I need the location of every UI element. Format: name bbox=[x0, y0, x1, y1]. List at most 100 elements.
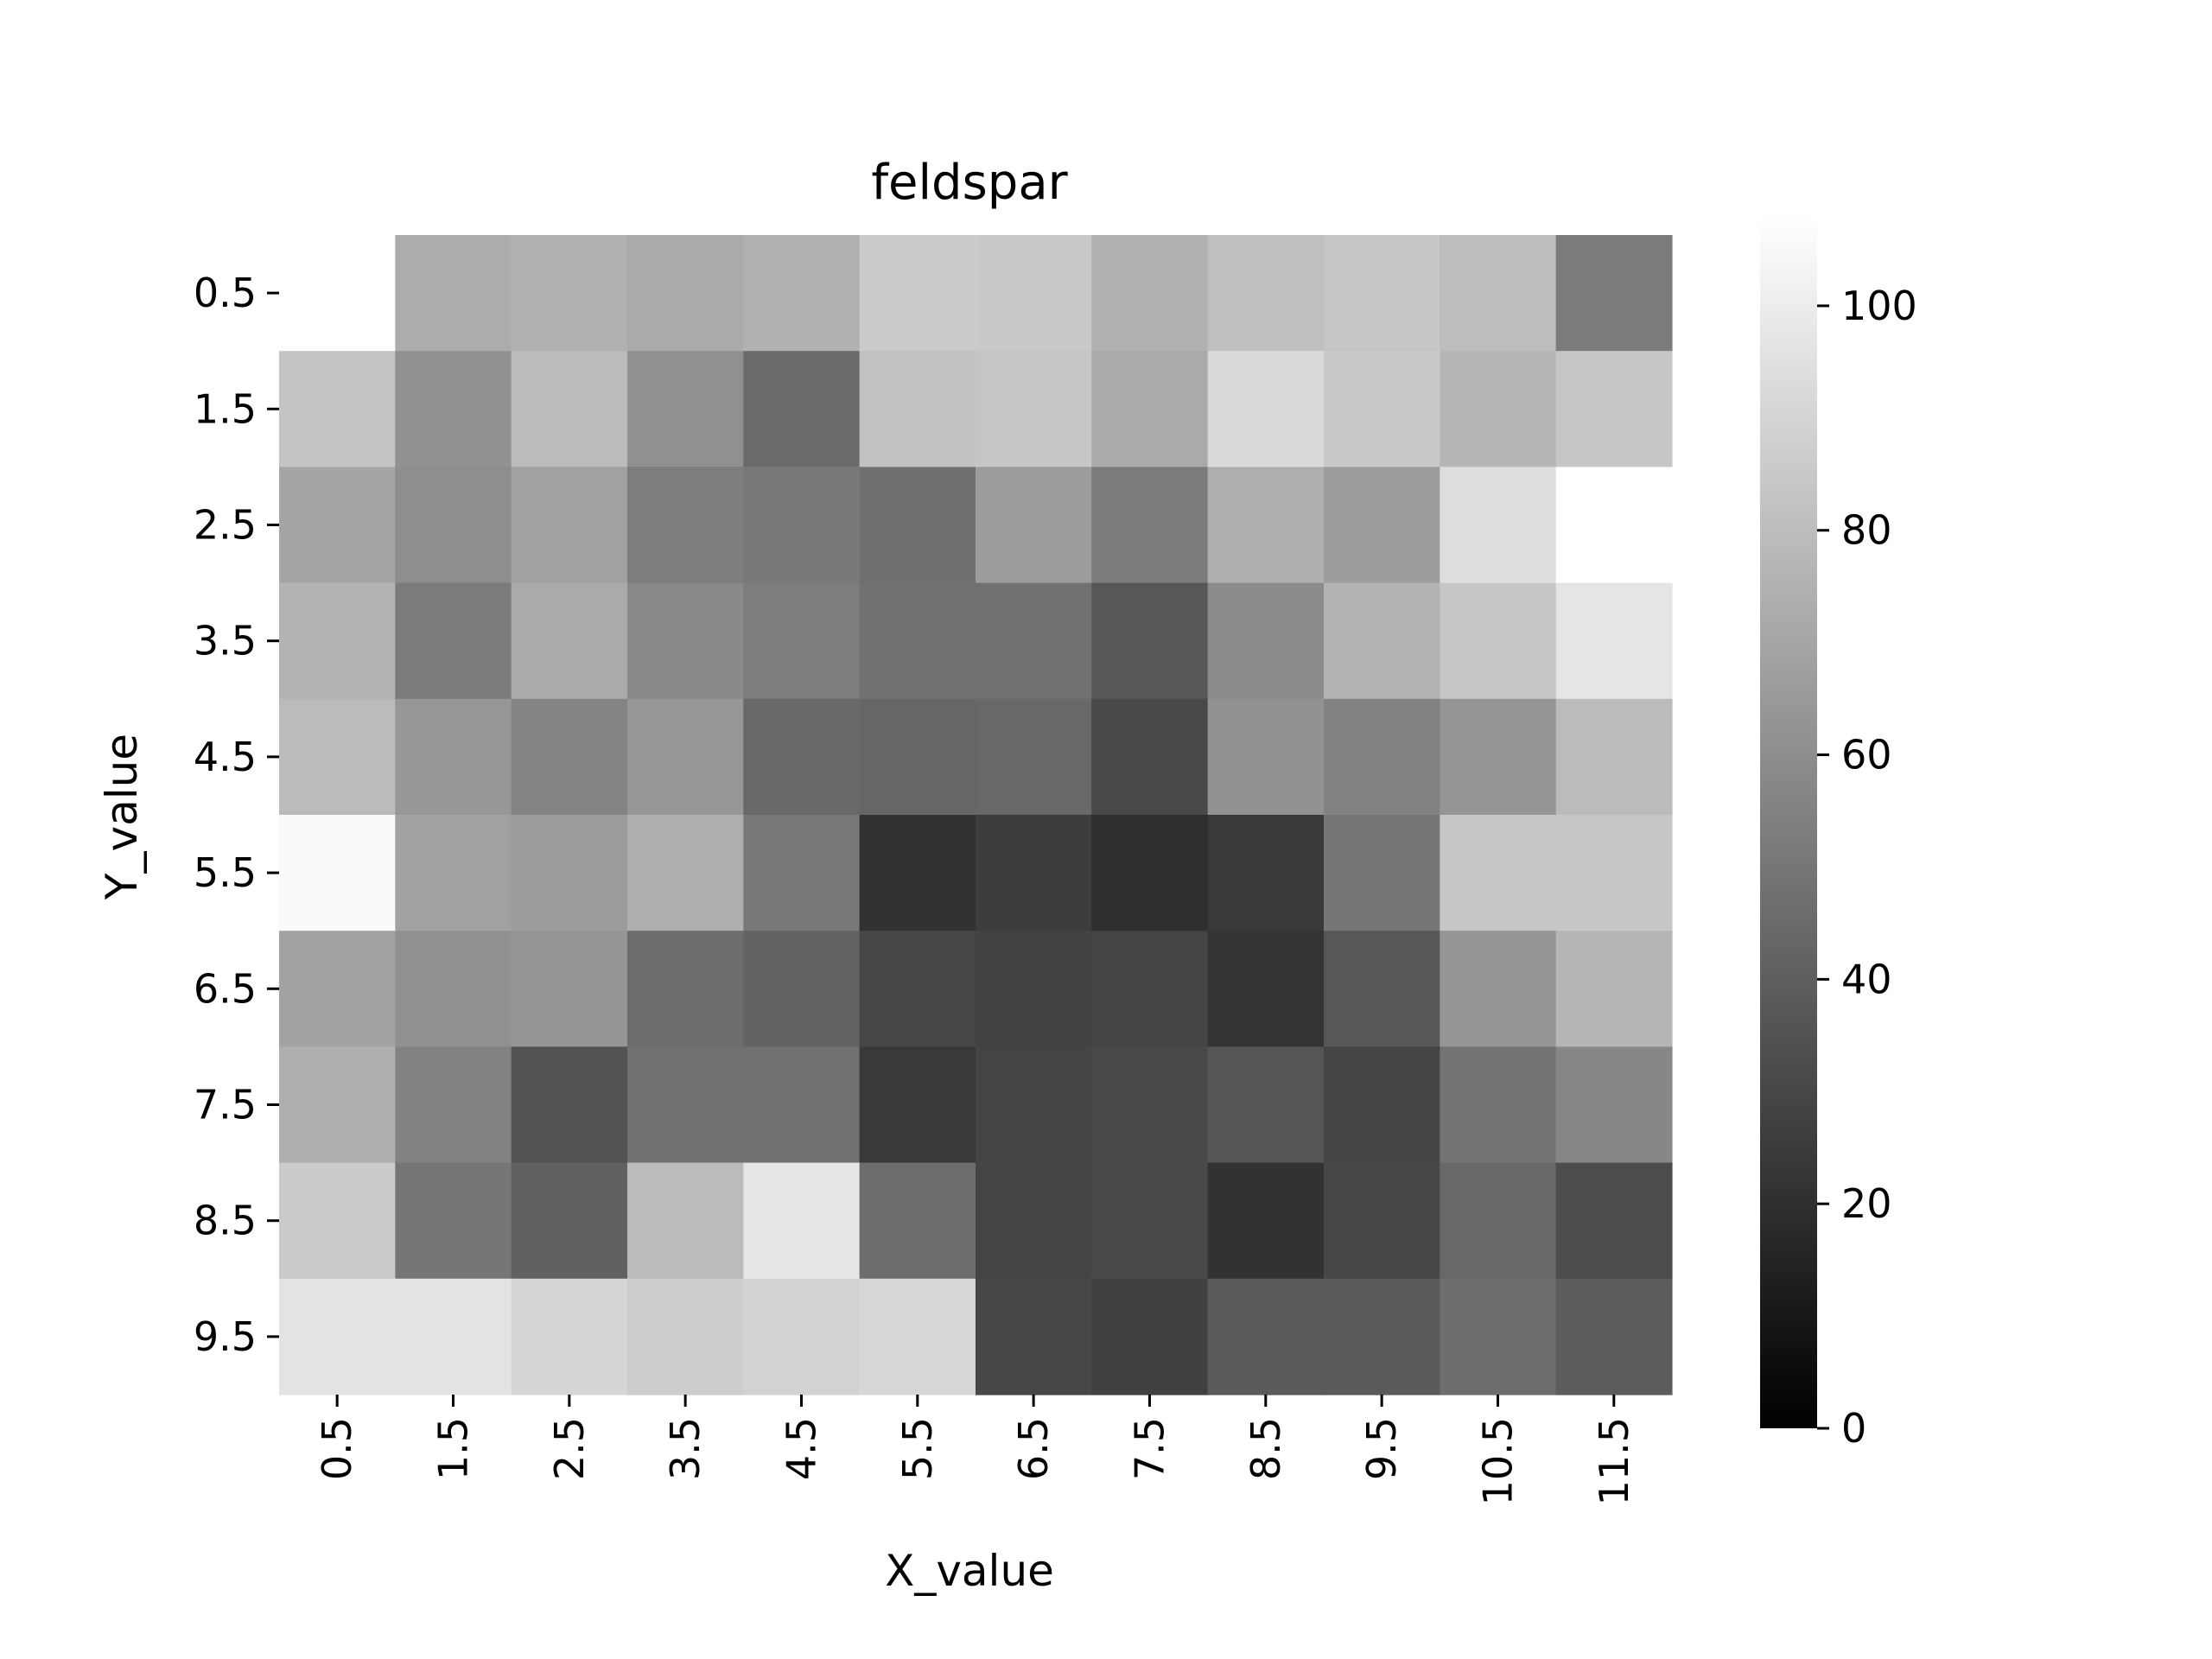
heatmap-cell bbox=[395, 815, 512, 931]
heatmap-cell bbox=[626, 235, 744, 352]
heatmap-cell bbox=[1323, 1162, 1440, 1280]
colorbar-tick-label: 20 bbox=[1841, 1180, 1892, 1227]
heatmap-cell bbox=[1091, 815, 1209, 931]
heatmap-cell bbox=[1440, 467, 1557, 584]
heatmap-cell bbox=[859, 698, 976, 816]
heatmap-cell bbox=[743, 1162, 861, 1280]
heatmap-cell bbox=[395, 467, 512, 584]
heatmap-cell bbox=[511, 1046, 628, 1164]
heatmap-cell bbox=[1091, 235, 1209, 352]
heatmap-cell bbox=[1091, 698, 1209, 816]
heatmap-cell bbox=[859, 351, 976, 467]
heatmap-cell bbox=[1207, 815, 1325, 931]
heatmap-cell bbox=[626, 815, 744, 931]
heatmap-cell bbox=[1091, 582, 1209, 700]
heatmap-cell bbox=[279, 351, 396, 467]
y-tick-label: 6.5 bbox=[194, 965, 257, 1012]
heatmap-cell bbox=[1555, 1046, 1673, 1164]
y-tick-label: 5.5 bbox=[194, 849, 257, 896]
x-tick-label: 5.5 bbox=[894, 1417, 941, 1480]
heatmap-cell bbox=[626, 467, 744, 584]
x-tick-label: 2.5 bbox=[546, 1417, 593, 1480]
heatmap-cell bbox=[1555, 467, 1673, 584]
heatmap-cell bbox=[1207, 931, 1325, 1047]
heatmap-cell bbox=[511, 1278, 628, 1395]
colorbar-ticks: 0 20 40 60 80 100 bbox=[1817, 283, 1917, 1452]
heatmap-cell bbox=[395, 235, 512, 352]
heatmap-cell bbox=[395, 351, 512, 467]
x-tick-label: 6.5 bbox=[1010, 1417, 1057, 1480]
heatmap-cell bbox=[975, 1046, 1092, 1164]
heatmap-cell bbox=[511, 467, 628, 584]
heatmap-cell bbox=[626, 698, 744, 816]
heatmap-cell bbox=[1440, 351, 1557, 467]
colorbar-tick-label: 80 bbox=[1841, 507, 1892, 554]
heatmap-cell bbox=[859, 235, 976, 352]
heatmap-cell bbox=[1091, 1162, 1209, 1280]
y-tick-label: 1.5 bbox=[194, 385, 257, 432]
heatmap-cell bbox=[1091, 1046, 1209, 1164]
heatmap-cell bbox=[1091, 1278, 1209, 1395]
heatmap-cell bbox=[511, 698, 628, 816]
heatmap-cell bbox=[1323, 351, 1440, 467]
heatmap-cell bbox=[626, 582, 744, 700]
heatmap-cell bbox=[1555, 235, 1673, 352]
heatmap-cell bbox=[511, 235, 628, 352]
x-tick-label: 10.5 bbox=[1474, 1417, 1521, 1505]
heatmap-cell bbox=[1207, 1278, 1325, 1395]
heatmap-cell bbox=[395, 582, 512, 700]
colorbar-tick-label: 40 bbox=[1841, 956, 1892, 1002]
heatmap-cell bbox=[743, 698, 861, 816]
heatmap-cell bbox=[1323, 467, 1440, 584]
heatmap-cell bbox=[279, 1162, 396, 1280]
heatmap-cell bbox=[395, 1046, 512, 1164]
x-axis-label: X_value bbox=[885, 1546, 1054, 1596]
x-tick-label: 7.5 bbox=[1126, 1417, 1173, 1480]
heatmap-cell bbox=[626, 351, 744, 467]
heatmap-cell bbox=[743, 582, 861, 700]
heatmap-cell bbox=[743, 815, 861, 931]
heatmap-cell bbox=[859, 815, 976, 931]
heatmap-cell bbox=[975, 582, 1092, 700]
heatmap-cell bbox=[1207, 467, 1325, 584]
heatmap-cell bbox=[395, 931, 512, 1047]
heatmap-cell bbox=[1555, 351, 1673, 467]
heatmap-cell bbox=[975, 1162, 1092, 1280]
heatmap-cell bbox=[1207, 351, 1325, 467]
chart-title: feldspar bbox=[871, 155, 1068, 211]
heatmap-cell bbox=[859, 1162, 976, 1280]
heatmap-cell bbox=[511, 815, 628, 931]
heatmap-cell bbox=[1323, 931, 1440, 1047]
colorbar-tick-label: 0 bbox=[1841, 1405, 1866, 1452]
heatmap-cell bbox=[859, 1046, 976, 1164]
heatmap-cell bbox=[859, 467, 976, 584]
y-tick-label: 3.5 bbox=[194, 618, 257, 664]
y-axis-ticks: 0.5 1.5 2.5 3.5 4.5 5.5 6.5 7.5 8.5 9.5 bbox=[194, 270, 279, 1360]
heatmap-cell bbox=[743, 1046, 861, 1164]
heatmap-cell bbox=[975, 698, 1092, 816]
heatmap-cell bbox=[279, 467, 396, 584]
heatmap-cell bbox=[626, 931, 744, 1047]
heatmap-cell bbox=[743, 467, 861, 584]
heatmap-cell bbox=[1555, 815, 1673, 931]
heatmap-cell bbox=[1323, 698, 1440, 816]
heatmap-cell bbox=[1555, 931, 1673, 1047]
x-tick-label: 4.5 bbox=[778, 1417, 824, 1480]
heatmap-cell bbox=[743, 351, 861, 467]
colorbar-tick-label: 100 bbox=[1841, 283, 1917, 329]
heatmap-cell bbox=[511, 351, 628, 467]
heatmap-cell bbox=[1207, 235, 1325, 352]
heatmap-cell bbox=[1323, 235, 1440, 352]
x-tick-label: 8.5 bbox=[1243, 1417, 1289, 1480]
heatmap-cells bbox=[279, 235, 1673, 1395]
heatmap-cell bbox=[1323, 815, 1440, 931]
x-tick-label: 0.5 bbox=[314, 1417, 360, 1480]
heatmap-cell bbox=[1440, 1278, 1557, 1395]
x-tick-label: 1.5 bbox=[430, 1417, 477, 1480]
heatmap-cell bbox=[626, 1162, 744, 1280]
heatmap-cell bbox=[975, 815, 1092, 931]
y-tick-label: 0.5 bbox=[194, 270, 257, 316]
x-axis-ticks: 0.5 1.5 2.5 3.5 4.5 5.5 6.5 7.5 8.5 9.5 10.5 11.5 bbox=[314, 1395, 1637, 1505]
heatmap-cell bbox=[279, 1046, 396, 1164]
